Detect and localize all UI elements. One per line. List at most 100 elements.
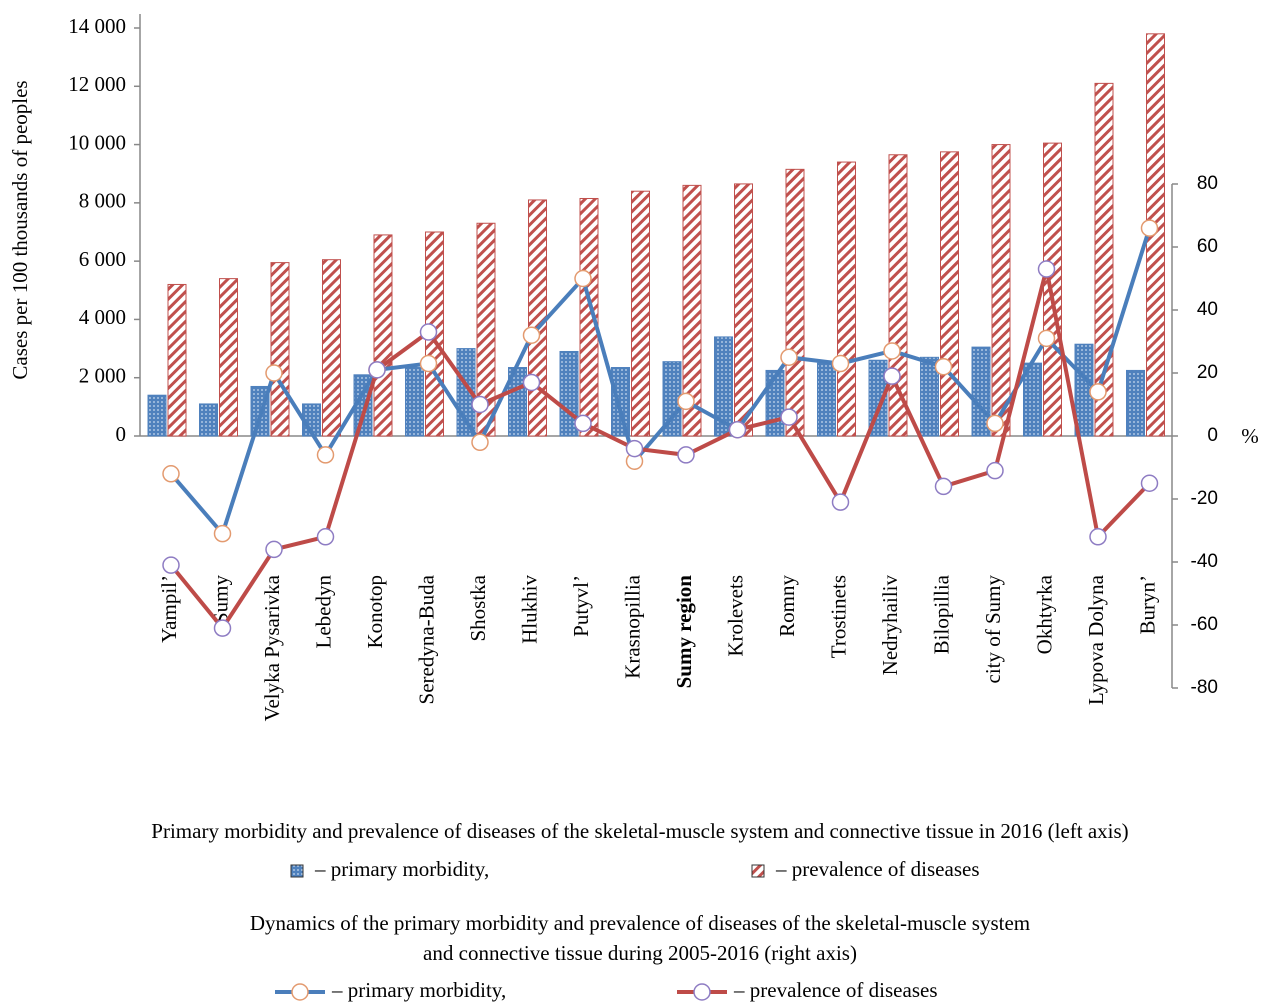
x-tick-label: Putyvl’ bbox=[569, 575, 593, 637]
legend-label: – primary morbidity, bbox=[331, 978, 506, 1002]
x-tick-label: Trostinets bbox=[826, 575, 850, 658]
x-tick-label: Krasnopillia bbox=[620, 574, 644, 678]
legend-swatch bbox=[290, 864, 304, 878]
x-tick-label: Velyka Pysarivka bbox=[260, 574, 284, 721]
marker bbox=[574, 414, 592, 433]
marker bbox=[316, 446, 335, 464]
x-tick-label: Seredyna-Buda bbox=[414, 574, 438, 704]
marker bbox=[265, 540, 283, 559]
y-tick-label: 8 000 bbox=[79, 189, 126, 213]
y2-tick-label: -60 bbox=[1191, 614, 1218, 635]
x-tick-label: Buryn’ bbox=[1135, 575, 1159, 635]
marker bbox=[368, 361, 386, 379]
y-tick-label: 10 000 bbox=[68, 130, 126, 154]
marker bbox=[934, 357, 953, 376]
x-tick-label: Shostka bbox=[466, 574, 490, 641]
marker bbox=[213, 524, 232, 543]
marker bbox=[1140, 474, 1159, 492]
y2-tick-label: 80 bbox=[1197, 173, 1218, 194]
legend-marker bbox=[291, 983, 309, 1001]
marker bbox=[986, 461, 1004, 480]
x-tick-label: Sumy region bbox=[672, 575, 696, 689]
marker bbox=[213, 619, 232, 637]
legend-caption: and connective tissue during 2005-2016 (… bbox=[423, 941, 857, 965]
y2-tick-label: 40 bbox=[1197, 299, 1218, 320]
y2-tick-label: 60 bbox=[1197, 236, 1218, 257]
marker bbox=[471, 433, 489, 452]
y-tick-label: 0 bbox=[116, 422, 127, 446]
bar bbox=[817, 362, 836, 437]
x-tick-label: Bilopillia bbox=[929, 574, 953, 654]
marker bbox=[522, 326, 541, 344]
marker bbox=[677, 446, 695, 464]
marker bbox=[1037, 329, 1056, 348]
x-tick-label: Romny bbox=[775, 575, 799, 637]
bar bbox=[888, 154, 908, 437]
bar bbox=[631, 190, 650, 437]
legend-caption: Primary morbidity and prevalence of dise… bbox=[151, 819, 1128, 843]
legend-caption: Dynamics of the primary morbidity and pr… bbox=[250, 911, 1030, 935]
bar bbox=[147, 394, 167, 437]
x-tick-label: Nedryhailiv bbox=[878, 575, 902, 676]
marker bbox=[883, 342, 901, 360]
marker bbox=[1089, 383, 1107, 401]
x-tick-label: Lypova Dolyna bbox=[1084, 574, 1108, 705]
x-tick-label: Hlukhiv bbox=[517, 575, 541, 644]
bar bbox=[991, 144, 1011, 437]
legend-label: – primary morbidity, bbox=[314, 857, 489, 881]
legend-swatch bbox=[751, 864, 765, 878]
marker bbox=[162, 556, 180, 574]
marker bbox=[780, 348, 798, 366]
marker bbox=[574, 269, 592, 288]
legend-label: – prevalence of diseases bbox=[733, 978, 938, 1002]
legend-marker bbox=[693, 983, 711, 1001]
marker bbox=[1140, 219, 1159, 237]
bar bbox=[528, 199, 547, 437]
bar bbox=[373, 234, 393, 437]
y2-tick-label: -80 bbox=[1191, 677, 1218, 698]
bar bbox=[940, 151, 959, 437]
marker bbox=[780, 408, 798, 426]
bar bbox=[167, 283, 187, 437]
bar bbox=[322, 259, 341, 437]
y2-tick-label: 0 bbox=[1207, 425, 1218, 446]
y-tick-label: 12 000 bbox=[68, 72, 126, 96]
bar bbox=[579, 197, 599, 437]
marker bbox=[471, 395, 489, 414]
marker bbox=[162, 465, 180, 483]
legend-label: – prevalence of diseases bbox=[775, 857, 980, 881]
marker bbox=[677, 392, 695, 411]
bar bbox=[199, 403, 218, 437]
y2-axis-title: % bbox=[1241, 424, 1259, 448]
bar bbox=[785, 168, 805, 437]
bar bbox=[1126, 369, 1145, 437]
y2-tick-label: -20 bbox=[1191, 488, 1218, 509]
x-tick-label: Konotop bbox=[363, 575, 387, 649]
bar bbox=[682, 184, 702, 437]
marker bbox=[419, 354, 438, 373]
x-tick-label: city of Sumy bbox=[981, 575, 1005, 684]
x-tick-label: Okhtyrka bbox=[1032, 574, 1056, 654]
y-axis-title: Cases per 100 thousands of peoples bbox=[8, 80, 32, 379]
marker bbox=[625, 439, 644, 458]
bar bbox=[837, 161, 856, 437]
y-tick-label: 6 000 bbox=[79, 247, 126, 271]
marker bbox=[265, 364, 283, 382]
marker bbox=[316, 528, 335, 546]
line bbox=[169, 268, 1151, 632]
marker bbox=[419, 323, 438, 341]
marker bbox=[1037, 260, 1056, 278]
y-tick-label: 4 000 bbox=[79, 305, 126, 329]
marker bbox=[728, 420, 747, 439]
y2-tick-label: -40 bbox=[1191, 551, 1218, 572]
bar bbox=[219, 278, 238, 437]
marker bbox=[1089, 528, 1107, 546]
marker bbox=[522, 373, 541, 392]
y2-tick-label: 20 bbox=[1197, 362, 1218, 383]
bar bbox=[611, 367, 630, 437]
marker bbox=[934, 477, 953, 496]
marker bbox=[831, 493, 850, 511]
y-tick-label: 2 000 bbox=[79, 364, 126, 388]
y-tick-label: 14 000 bbox=[68, 14, 126, 38]
